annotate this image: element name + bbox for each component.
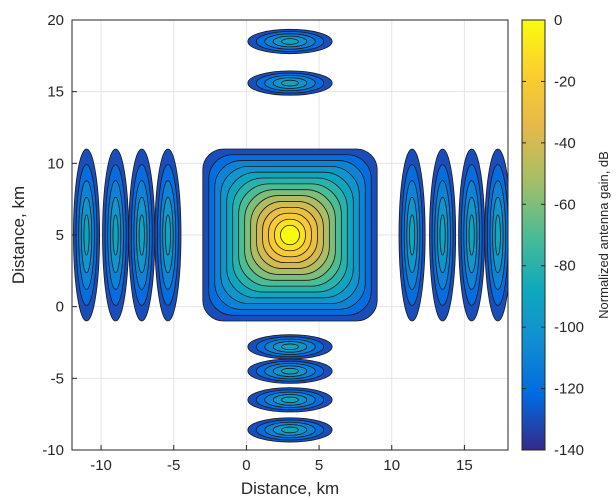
side-lobe-contour — [83, 214, 90, 256]
y-tick-label: 0 — [56, 299, 64, 316]
side-lobe-contour — [281, 426, 299, 434]
side-lobe-contour — [439, 214, 446, 256]
colorbar-tick-label: -140 — [554, 442, 584, 459]
contour-fills — [73, 28, 508, 443]
colorbar-scale — [521, 19, 546, 451]
side-lobe-contour — [409, 214, 416, 256]
side-lobe-contour — [281, 367, 299, 375]
colorbar-tick-label: -40 — [554, 135, 576, 152]
side-lobe-contour — [281, 79, 299, 87]
side-lobe-contour — [164, 214, 171, 256]
side-lobe-contour — [138, 214, 145, 256]
y-tick-label: 5 — [56, 227, 64, 244]
side-lobe-contour — [281, 38, 299, 45]
x-tick-label: 15 — [456, 457, 473, 474]
colorbar-tick-label: -120 — [554, 381, 584, 398]
side-lobe-contour — [281, 396, 299, 404]
main-lobe-contour — [280, 224, 300, 246]
y-axis: -10 -5 0 5 10 15 20 — [42, 12, 77, 459]
colorbar: 0 -20 -40 -60 -80 -100 -120 -140 Normalized ant… — [521, 12, 611, 459]
side-lobe-contour — [112, 214, 119, 256]
x-axis-label: Distance, km — [241, 479, 339, 498]
x-tick-label: -10 — [90, 457, 112, 474]
colorbar-tick-label: 0 — [554, 12, 562, 29]
y-tick-label: 10 — [47, 155, 64, 172]
plot-area — [71, 19, 509, 451]
x-tick-label: 10 — [383, 457, 400, 474]
x-tick-label: 5 — [315, 457, 323, 474]
colorbar-tick-label: -80 — [554, 258, 576, 275]
colorbar-label: Normalized antenna gain, dB — [596, 151, 611, 319]
y-tick-label: 15 — [47, 84, 64, 101]
colorbar-ticks: 0 -20 -40 -60 -80 -100 -120 -140 — [522, 12, 584, 459]
side-lobe-contour — [281, 343, 299, 351]
colorbar-tick-label: -20 — [554, 73, 576, 90]
side-lobe-contour — [494, 214, 501, 256]
y-tick-label: -5 — [51, 370, 64, 387]
side-lobe-contour — [468, 214, 475, 256]
colorbar-tick-label: -60 — [554, 196, 576, 213]
colorbar-tick-label: -100 — [554, 319, 584, 336]
y-tick-label: 20 — [47, 12, 64, 29]
y-tick-label: -10 — [42, 442, 64, 459]
x-tick-label: 0 — [242, 457, 250, 474]
x-tick-label: -5 — [167, 457, 180, 474]
x-axis: -10 -5 0 5 10 15 — [90, 445, 473, 474]
y-axis-label: Distance, km — [9, 186, 28, 284]
